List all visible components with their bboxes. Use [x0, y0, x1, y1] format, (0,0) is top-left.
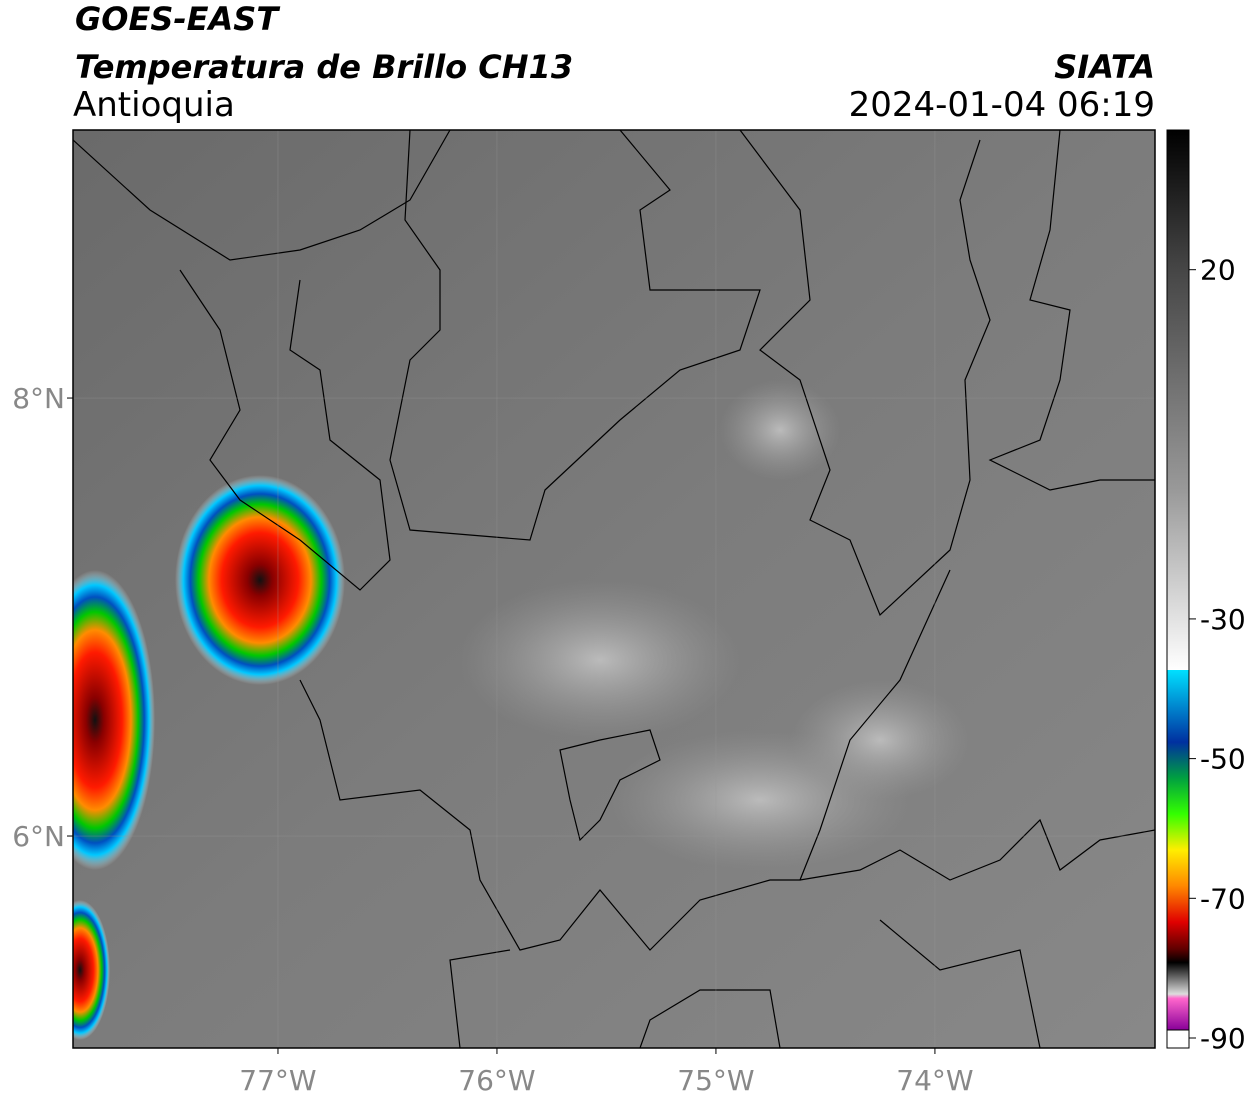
colorbar-tick-label: -70 — [1200, 882, 1246, 915]
imagery — [73, 130, 1155, 1048]
colorbar-tick-label: -50 — [1200, 743, 1246, 776]
subtitle: Temperatura de Brillo CH13 — [75, 48, 573, 86]
map-frame — [72, 129, 1156, 1049]
x-tick-label: 74°W — [896, 1064, 973, 1097]
y-tick-label: 6°N — [12, 820, 65, 853]
region: Antioquia — [73, 85, 235, 125]
colorbar-tick-label: 20 — [1200, 254, 1236, 287]
colorbar-under — [1166, 1029, 1190, 1049]
colorbar-tick-label: -90 — [1200, 1022, 1246, 1055]
datetime: 2024-01-04 06:19 — [849, 85, 1155, 125]
x-tick-label: 77°W — [239, 1064, 316, 1097]
source: SIATA — [1054, 48, 1155, 86]
title: GOES-EAST — [75, 0, 280, 38]
colorbar-tick-label: -30 — [1200, 603, 1246, 636]
grid — [73, 130, 1155, 1048]
x-tick-label: 76°W — [458, 1064, 535, 1097]
y-tick-label: 8°N — [12, 382, 65, 415]
colorbar-frame — [1166, 129, 1190, 1049]
x-tick-label: 75°W — [677, 1064, 754, 1097]
colorbar — [1167, 130, 1189, 1030]
